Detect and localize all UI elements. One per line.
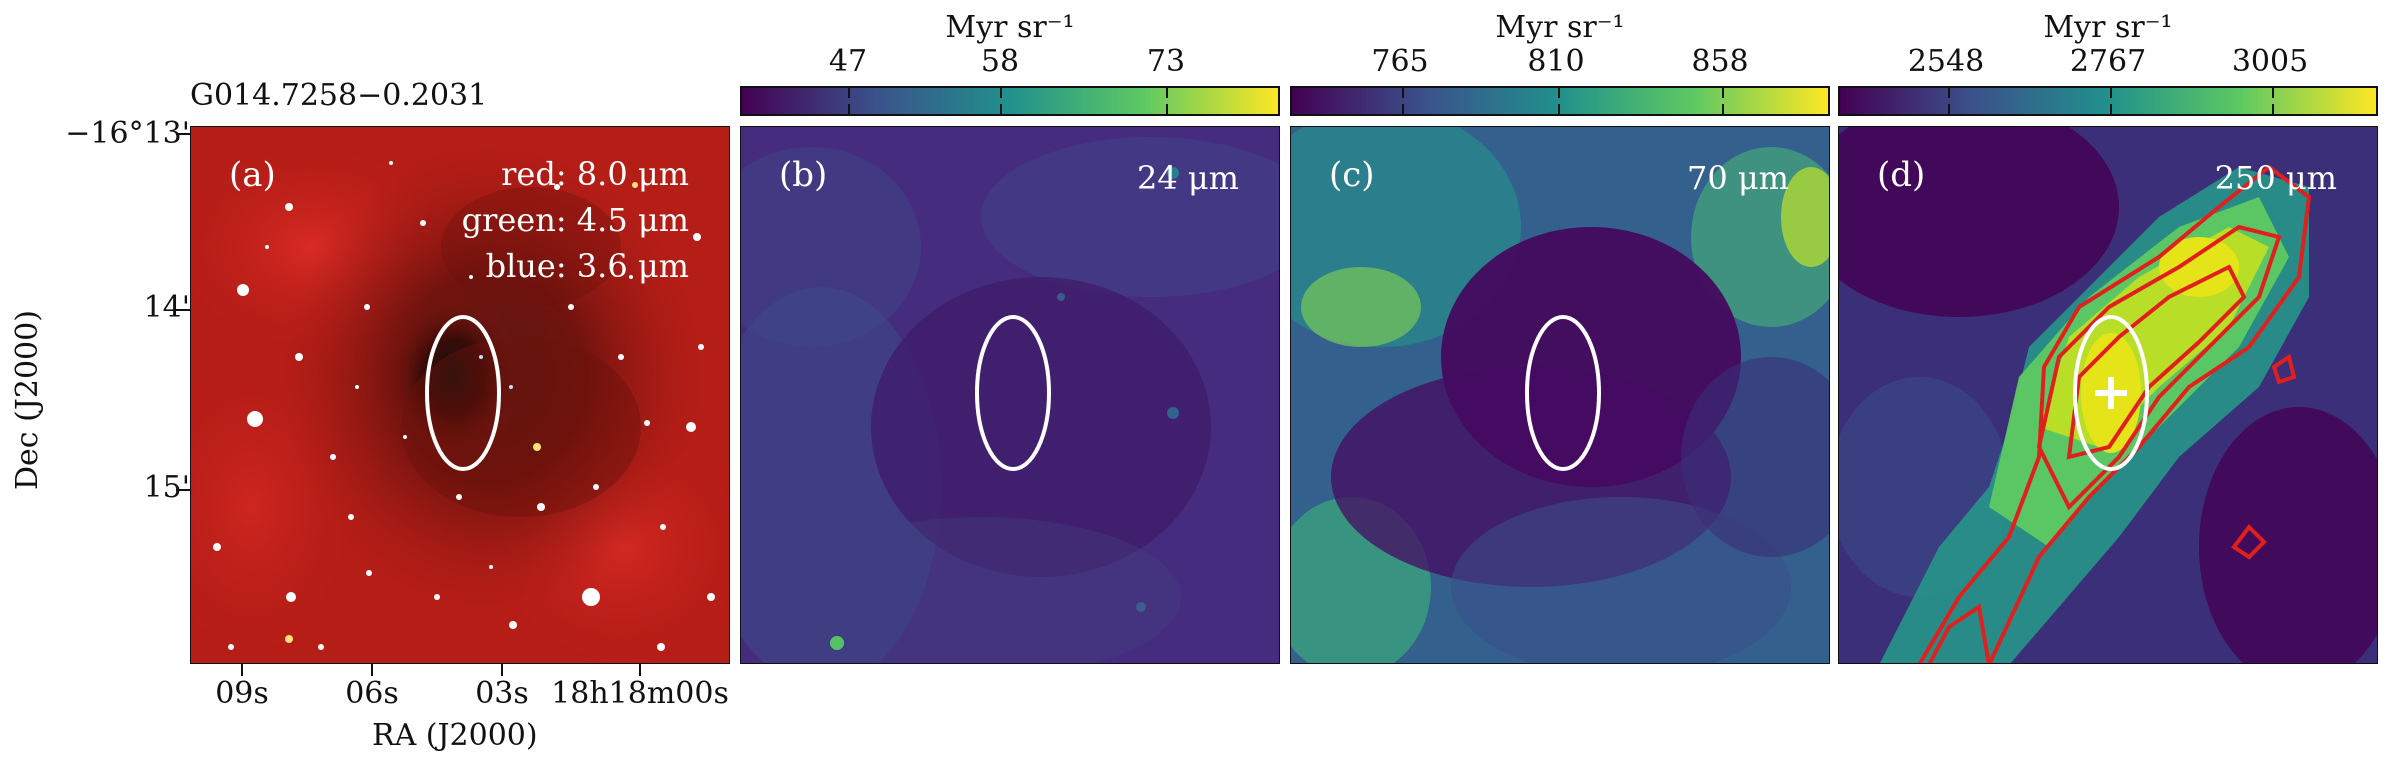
contour-inner [2066,264,2247,460]
contour-bottom [1927,603,1991,663]
y-tick-label: −16°13' [65,116,190,151]
rgb-legend: red: 8.0 μm green: 4.5 μm blue: 3.6 μm [462,151,689,289]
x-tick-label: 06s [345,676,399,711]
legend-green: green: 4.5 μm [461,201,689,239]
panel-label: (a) [229,155,276,195]
contour-mid [2036,224,2282,511]
colorbar-tick-label: 3005 [2231,44,2309,79]
panel-d-250um-image: (d) 250 μm [1838,126,2378,664]
contour-right [2231,523,2267,560]
panel-label: (b) [779,155,828,195]
colorbar-tick-label: 2767 [2069,44,2147,79]
colorbar-gradient [1838,86,2378,116]
colorbar-unit: Myr sr⁻¹ [2043,10,2173,45]
y-tick-label: 14' [143,290,190,325]
colorbar-tick-label: 858 [1691,44,1749,79]
source-ellipse [1525,315,1601,471]
source-name: G014.7258−0.2031 [190,78,488,113]
wavelength-label: 250 μm [2214,159,2337,197]
peak-marker [2095,377,2127,409]
panel-c-70um-image: (c) 70 μm [1290,126,1830,664]
x-tick-label: 03s [475,676,529,711]
colorbar-gradient [740,86,1280,116]
panel-label: (c) [1329,155,1375,195]
y-tick-label: 15' [143,470,190,505]
colorbar-gradient [1290,86,1830,116]
colorbar-unit: Myr sr⁻¹ [945,10,1075,45]
source-ellipse [2073,315,2149,471]
wavelength-label: 70 μm [1686,159,1789,197]
colorbar-tick-label: 47 [828,44,868,79]
colorbar-unit: Myr sr⁻¹ [1495,10,1625,45]
colorbar-tick-label: 765 [1371,44,1429,79]
colorbar-tick-label: 2548 [1907,44,1985,79]
source-ellipse [425,315,501,471]
colorbar-tick-label: 810 [1527,44,1585,79]
panel-label: (d) [1877,155,1926,195]
legend-blue: blue: 3.6 μm [485,247,689,285]
wavelength-label: 24 μm [1136,159,1239,197]
panel-b-24um-image: (b) 24 μm [740,126,1280,664]
x-axis-title: RA (J2000) [372,718,538,753]
legend-red: red: 8.0 μm [501,155,689,193]
x-tick-label: 18h18m00s [551,676,729,711]
x-tick-label: 09s [215,676,269,711]
colorbar-tick-label: 58 [980,44,1020,79]
contour-small [2271,353,2297,385]
colorbar-tick-label: 73 [1146,44,1186,79]
panel-a-rgb-image: (a) red: 8.0 μm green: 4.5 μm blue: 3.6 … [190,126,730,664]
source-ellipse [975,315,1051,471]
